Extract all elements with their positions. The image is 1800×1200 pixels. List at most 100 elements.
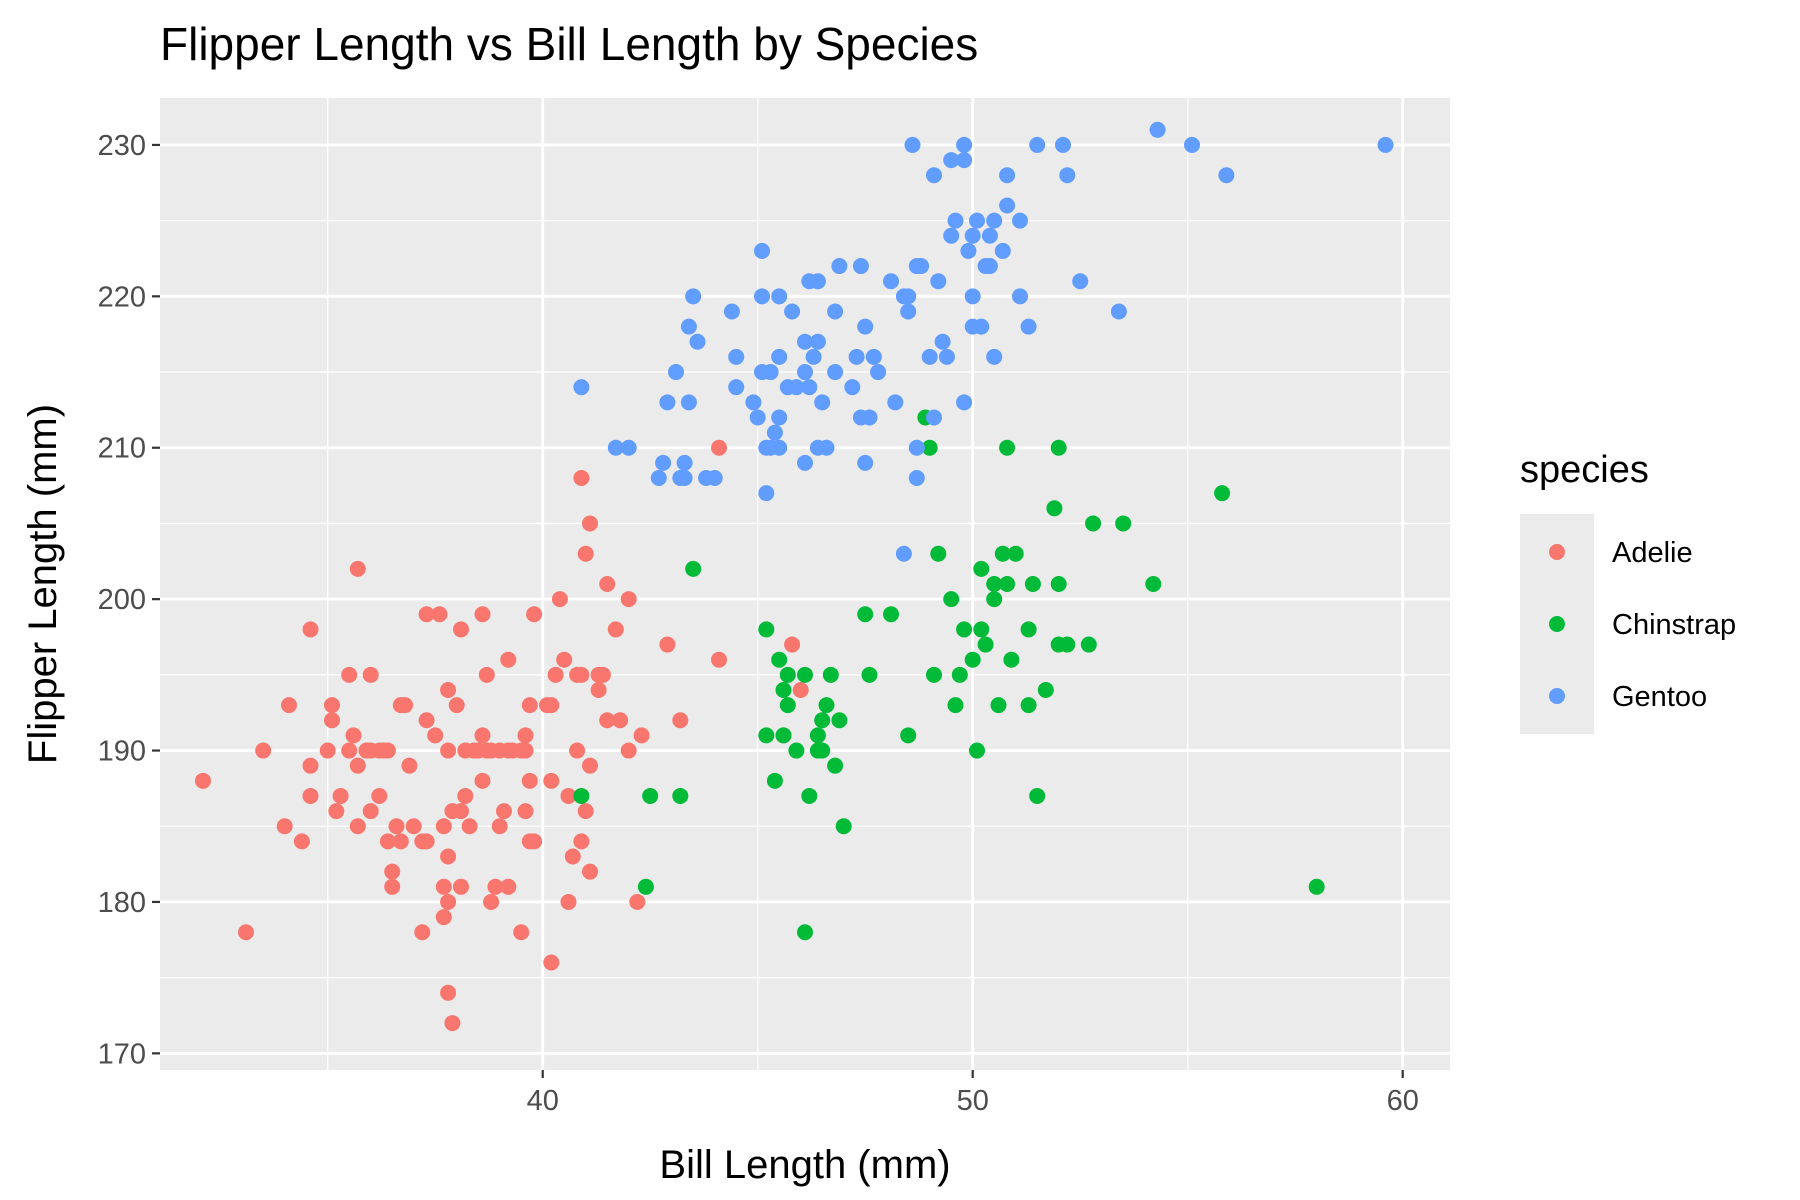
point-adelie [521, 772, 538, 789]
point-gentoo [668, 364, 684, 381]
point-gentoo [943, 227, 960, 244]
point-adelie [319, 742, 336, 759]
point-adelie [577, 803, 594, 820]
point-chinstrap [788, 742, 805, 759]
point-chinstrap [1007, 545, 1024, 562]
point-chinstrap [672, 787, 689, 804]
point-adelie [599, 576, 616, 592]
point-adelie [195, 772, 211, 789]
point-gentoo [766, 424, 783, 441]
point-gentoo [857, 454, 874, 471]
point-gentoo [809, 273, 826, 290]
point-gentoo [706, 470, 723, 487]
point-adelie [349, 560, 366, 577]
point-adelie [324, 697, 340, 714]
point-adelie [379, 742, 396, 759]
point-chinstrap [921, 439, 938, 456]
point-adelie [496, 803, 512, 820]
point-chinstrap [1050, 576, 1067, 592]
point-adelie [607, 621, 624, 638]
point-gentoo [904, 136, 921, 153]
point-adelie [620, 742, 637, 759]
point-chinstrap [814, 742, 831, 759]
point-chinstrap [999, 439, 1016, 456]
point-adelie [474, 606, 491, 623]
point-gentoo [680, 394, 697, 411]
point-adelie [440, 893, 457, 910]
point-adelie [620, 591, 637, 608]
point-gentoo [1020, 318, 1037, 335]
point-adelie [547, 666, 564, 683]
point-gentoo [1059, 167, 1076, 184]
point-chinstrap [797, 666, 813, 683]
point-gentoo [870, 364, 887, 381]
point-chinstrap [831, 712, 848, 729]
point-gentoo [680, 318, 697, 335]
point-gentoo [784, 303, 801, 320]
plot-panel [160, 98, 1450, 1070]
point-adelie [711, 439, 727, 456]
point-gentoo [827, 303, 844, 320]
point-adelie [573, 470, 590, 487]
point-adelie [483, 893, 500, 910]
point-gentoo [964, 227, 981, 244]
point-adelie [590, 666, 607, 683]
point-chinstrap [857, 606, 874, 623]
point-adelie [440, 742, 457, 759]
point-adelie [474, 772, 491, 789]
y-axis-title: Flipper Length (mm) [21, 404, 65, 764]
point-gentoo [607, 439, 624, 456]
point-adelie [440, 984, 457, 1001]
legend-title: species [1520, 449, 1649, 491]
legend: species Adelie Chinstrap Gentoo [1520, 449, 1736, 734]
point-adelie [543, 697, 560, 714]
point-chinstrap [930, 545, 947, 562]
point-adelie [564, 848, 581, 865]
point-gentoo [749, 409, 766, 426]
point-chinstrap [973, 621, 990, 638]
point-gentoo [801, 379, 818, 396]
point-gentoo [986, 212, 1003, 229]
point-gentoo [900, 288, 917, 305]
point-chinstrap [861, 666, 878, 683]
data-points [195, 121, 1394, 1032]
point-adelie [491, 818, 508, 835]
y-tick-label: 190 [98, 736, 146, 768]
point-gentoo [887, 394, 904, 411]
point-chinstrap [1059, 636, 1076, 653]
point-gentoo [831, 258, 848, 275]
point-chinstrap [947, 697, 964, 714]
point-chinstrap [1050, 439, 1067, 456]
point-adelie [302, 787, 319, 804]
point-gentoo [921, 348, 938, 365]
point-gentoo [986, 348, 1003, 365]
point-gentoo [814, 394, 831, 411]
point-adelie [431, 606, 448, 623]
point-gentoo [857, 318, 874, 335]
point-chinstrap [943, 591, 960, 608]
point-adelie [384, 878, 401, 895]
point-gentoo [805, 348, 822, 365]
point-gentoo [620, 439, 637, 456]
point-adelie [582, 757, 598, 774]
point-gentoo [908, 439, 925, 456]
point-adelie [341, 742, 358, 759]
point-adelie [255, 742, 272, 759]
point-gentoo [797, 454, 813, 471]
point-chinstrap [1020, 621, 1037, 638]
point-adelie [281, 697, 297, 714]
point-adelie [435, 878, 452, 895]
point-adelie [465, 742, 482, 759]
point-adelie [573, 833, 590, 850]
y-tick-label: 230 [98, 130, 146, 162]
x-tick-label: 40 [527, 1085, 559, 1117]
point-adelie [590, 681, 607, 698]
point-adelie [569, 742, 586, 759]
point-gentoo [973, 318, 990, 335]
point-chinstrap [779, 697, 796, 714]
point-adelie [478, 742, 495, 759]
legend-items: Adelie Chinstrap Gentoo [1549, 537, 1736, 713]
point-adelie [612, 712, 629, 729]
point-adelie [362, 666, 379, 683]
point-adelie [543, 772, 560, 789]
